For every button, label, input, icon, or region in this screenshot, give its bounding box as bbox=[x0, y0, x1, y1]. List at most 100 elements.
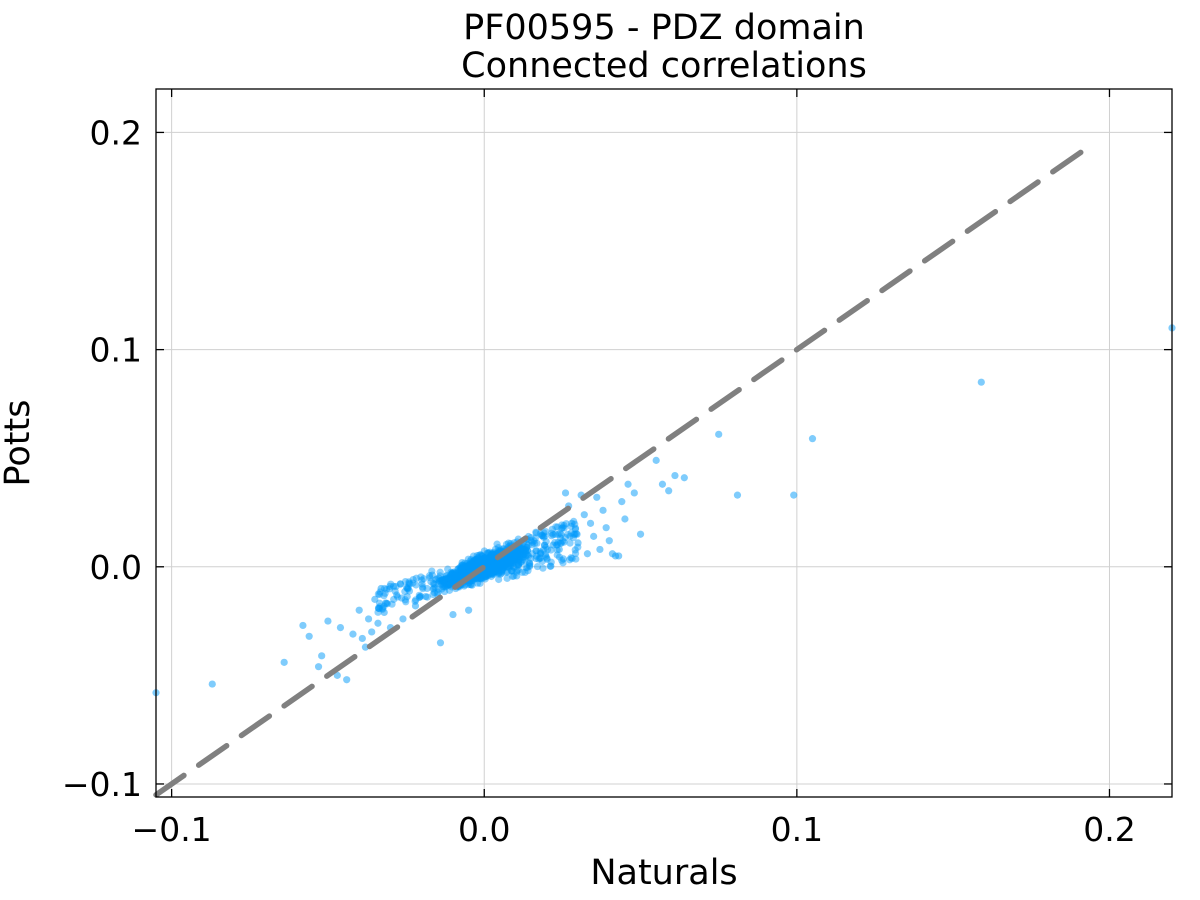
data-point bbox=[430, 584, 438, 592]
data-point bbox=[506, 562, 514, 570]
data-point bbox=[510, 555, 519, 563]
data-point bbox=[528, 541, 536, 549]
data-point bbox=[497, 560, 505, 569]
data-point bbox=[474, 575, 482, 583]
data-point bbox=[484, 572, 492, 580]
data-point bbox=[566, 539, 574, 547]
data-point bbox=[511, 551, 519, 559]
data-point bbox=[506, 562, 515, 570]
data-point bbox=[448, 569, 456, 577]
data-point bbox=[422, 592, 430, 601]
data-point bbox=[590, 532, 598, 540]
data-point bbox=[394, 593, 402, 601]
data-point bbox=[452, 569, 460, 578]
data-point bbox=[480, 555, 488, 563]
data-point bbox=[461, 561, 470, 569]
data-point bbox=[463, 568, 471, 576]
data-point bbox=[409, 579, 417, 587]
data-point bbox=[441, 578, 450, 586]
data-point bbox=[570, 517, 578, 525]
data-point bbox=[497, 561, 505, 570]
data-point bbox=[466, 557, 475, 565]
data-point bbox=[396, 580, 405, 588]
data-point bbox=[513, 561, 521, 569]
data-point bbox=[480, 555, 488, 563]
data-point bbox=[469, 552, 478, 560]
data-point bbox=[486, 566, 494, 574]
data-point bbox=[459, 569, 468, 577]
data-point bbox=[486, 562, 494, 570]
data-point bbox=[491, 565, 500, 573]
data-point bbox=[404, 584, 412, 592]
data-point bbox=[515, 548, 524, 556]
data-point bbox=[488, 555, 496, 563]
data-point bbox=[502, 560, 510, 568]
data-point bbox=[514, 566, 523, 574]
data-point bbox=[444, 580, 452, 589]
data-point bbox=[440, 578, 448, 586]
data-point bbox=[482, 572, 490, 580]
data-point bbox=[489, 561, 497, 569]
data-point bbox=[489, 555, 497, 563]
data-point bbox=[484, 561, 492, 570]
data-point bbox=[489, 561, 497, 569]
data-point bbox=[493, 559, 501, 568]
data-point bbox=[494, 562, 502, 570]
data-point bbox=[467, 564, 475, 572]
data-point bbox=[558, 556, 566, 564]
data-point bbox=[445, 573, 453, 581]
data-point bbox=[488, 561, 496, 570]
data-point bbox=[494, 565, 502, 573]
data-point bbox=[460, 564, 469, 572]
data-point bbox=[527, 534, 535, 542]
data-point bbox=[486, 556, 494, 564]
data-point bbox=[458, 567, 466, 575]
data-point bbox=[471, 561, 479, 570]
data-point bbox=[375, 605, 383, 613]
data-point bbox=[571, 549, 580, 557]
data-point bbox=[467, 581, 475, 589]
data-point bbox=[484, 563, 492, 571]
data-point bbox=[483, 556, 492, 564]
data-point bbox=[493, 560, 501, 568]
data-point bbox=[490, 548, 498, 557]
data-point bbox=[452, 571, 460, 580]
data-point bbox=[478, 558, 487, 567]
data-point bbox=[490, 559, 498, 567]
data-point bbox=[504, 555, 512, 563]
data-point bbox=[493, 540, 501, 548]
data-point bbox=[440, 577, 448, 585]
data-point bbox=[520, 545, 528, 554]
data-point bbox=[481, 572, 489, 580]
data-point bbox=[520, 553, 528, 561]
data-point bbox=[454, 572, 462, 580]
data-point bbox=[486, 548, 494, 556]
data-point bbox=[567, 529, 575, 537]
data-point bbox=[449, 573, 458, 582]
data-point bbox=[542, 537, 550, 546]
data-point bbox=[452, 573, 460, 581]
data-point bbox=[484, 559, 492, 567]
data-point bbox=[512, 553, 520, 561]
data-point bbox=[479, 558, 487, 566]
data-point bbox=[440, 581, 448, 589]
data-point bbox=[469, 557, 477, 565]
data-point bbox=[504, 553, 512, 561]
data-point bbox=[495, 575, 503, 584]
data-point bbox=[483, 570, 492, 578]
data-point bbox=[509, 553, 517, 561]
data-point bbox=[378, 604, 386, 612]
data-point bbox=[474, 574, 482, 582]
data-point bbox=[540, 541, 549, 549]
data-point bbox=[405, 578, 413, 586]
data-point bbox=[518, 554, 526, 562]
data-point bbox=[482, 554, 490, 563]
data-point bbox=[488, 556, 497, 564]
data-point bbox=[487, 561, 495, 570]
data-point bbox=[482, 559, 490, 567]
data-point bbox=[543, 545, 552, 554]
data-point bbox=[463, 567, 472, 575]
data-point bbox=[542, 543, 550, 551]
data-point bbox=[491, 560, 499, 569]
data-point bbox=[471, 562, 480, 570]
